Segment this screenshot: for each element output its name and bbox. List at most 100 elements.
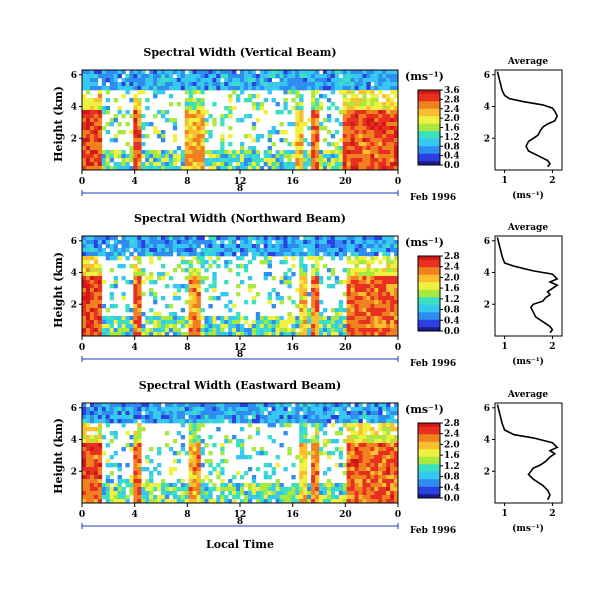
heatmap-cell [338,158,344,163]
heatmap-cell [93,332,99,337]
heatmap-cell [82,300,87,305]
heatmap-cell [82,126,87,131]
heatmap-cell [121,78,126,83]
heatmap-cell [319,324,324,329]
heatmap-cell [354,415,359,420]
heatmap-cell [153,158,158,163]
date-day: 8 [237,517,243,527]
heatmap-cell [275,102,280,107]
heatmap-cell [247,98,253,103]
heatmap-cell [196,312,201,317]
heatmap-cell [109,256,114,261]
heatmap-cell [394,134,399,139]
heatmap-cell [200,479,205,484]
heatmap-cell [279,403,284,408]
heatmap-cell [378,467,383,472]
heatmap-cell [374,328,379,333]
heatmap-cell [180,483,186,488]
heatmap-cell [125,240,130,245]
heatmap-cell [386,499,391,504]
heatmap-cell [366,443,371,448]
heatmap-cell [240,407,245,412]
heatmap-cell [220,495,225,500]
heatmap-cell [208,415,213,420]
heatmap-cell [346,451,351,456]
heatmap-cell [275,130,280,135]
heatmap-cell [366,332,371,337]
heatmap-cell [129,240,134,245]
heatmap-cell [271,304,276,309]
heatmap-cell [133,272,138,277]
heatmap-cell [137,106,142,111]
heatmap-cell [117,491,122,496]
heatmap-cell [319,495,324,500]
heatmap-cell [255,74,261,79]
heatmap-cell [370,134,375,139]
heatmap-cell [176,403,182,408]
heatmap-cell [303,403,308,408]
heatmap-cell [137,158,142,163]
heatmap-cell [311,455,316,460]
colorbar-swatch [418,271,440,273]
heatmap-cell [338,86,344,91]
average-x-tick-label: 2 [549,342,555,352]
heatmap-cell [196,78,201,83]
heatmap-cell [85,146,91,151]
colorbar-swatch [418,425,440,428]
heatmap-cell [85,407,91,412]
heatmap-cell [129,236,134,241]
heatmap-cell [338,451,344,456]
heatmap-cell [141,244,146,249]
heatmap-cell [192,324,197,329]
heatmap-cell [362,86,367,91]
heatmap-cell [192,487,197,492]
heatmap-cell [322,86,328,91]
heatmap-cell [263,240,268,245]
heatmap-cell [390,146,395,151]
heatmap-cell [346,240,351,245]
heatmap-cell [378,439,383,444]
heatmap-cell [196,308,201,313]
colorbar-swatch [418,475,440,478]
heatmap-cell [303,475,308,480]
heatmap-cell [208,256,213,261]
heatmap-cell [382,106,387,111]
heatmap-cell [354,407,359,412]
heatmap-cell [137,252,142,257]
heatmap-cell [101,487,107,492]
x-tick-label: 16 [286,343,299,353]
heatmap-cell [109,244,114,249]
colorbar-swatch [418,152,440,155]
heatmap-cell [85,142,91,147]
heatmap-cell [145,248,150,253]
heatmap-cell [295,316,300,321]
heatmap-cell [82,118,87,123]
heatmap-cell [121,292,126,297]
x-axis-label: Local Time [206,538,274,551]
heatmap-cell [283,320,288,325]
heatmap-cell [370,150,375,155]
heatmap-cell [358,475,363,480]
heatmap-cell [93,411,99,416]
heatmap-cell [382,244,387,249]
heatmap-cell [390,138,395,143]
heatmap-cell [338,427,344,432]
heatmap-cell [220,248,225,253]
heatmap-cell [267,415,272,420]
heatmap-cell [204,407,209,412]
heatmap-cell [350,292,355,297]
heatmap-cell [374,419,379,424]
heatmap-cell [378,332,383,337]
heatmap-cell [315,142,320,147]
heatmap-cell [82,78,87,83]
heatmap-cell [319,154,324,159]
heatmap-cell [228,240,233,245]
heatmap-cell [188,300,193,305]
heatmap-cell [354,471,359,476]
heatmap-cell [137,471,142,476]
heatmap-cell [350,435,355,440]
heatmap-cell [243,248,249,253]
heatmap-cell [287,110,292,115]
heatmap-cell [303,427,308,432]
heatmap-cell [394,158,399,163]
